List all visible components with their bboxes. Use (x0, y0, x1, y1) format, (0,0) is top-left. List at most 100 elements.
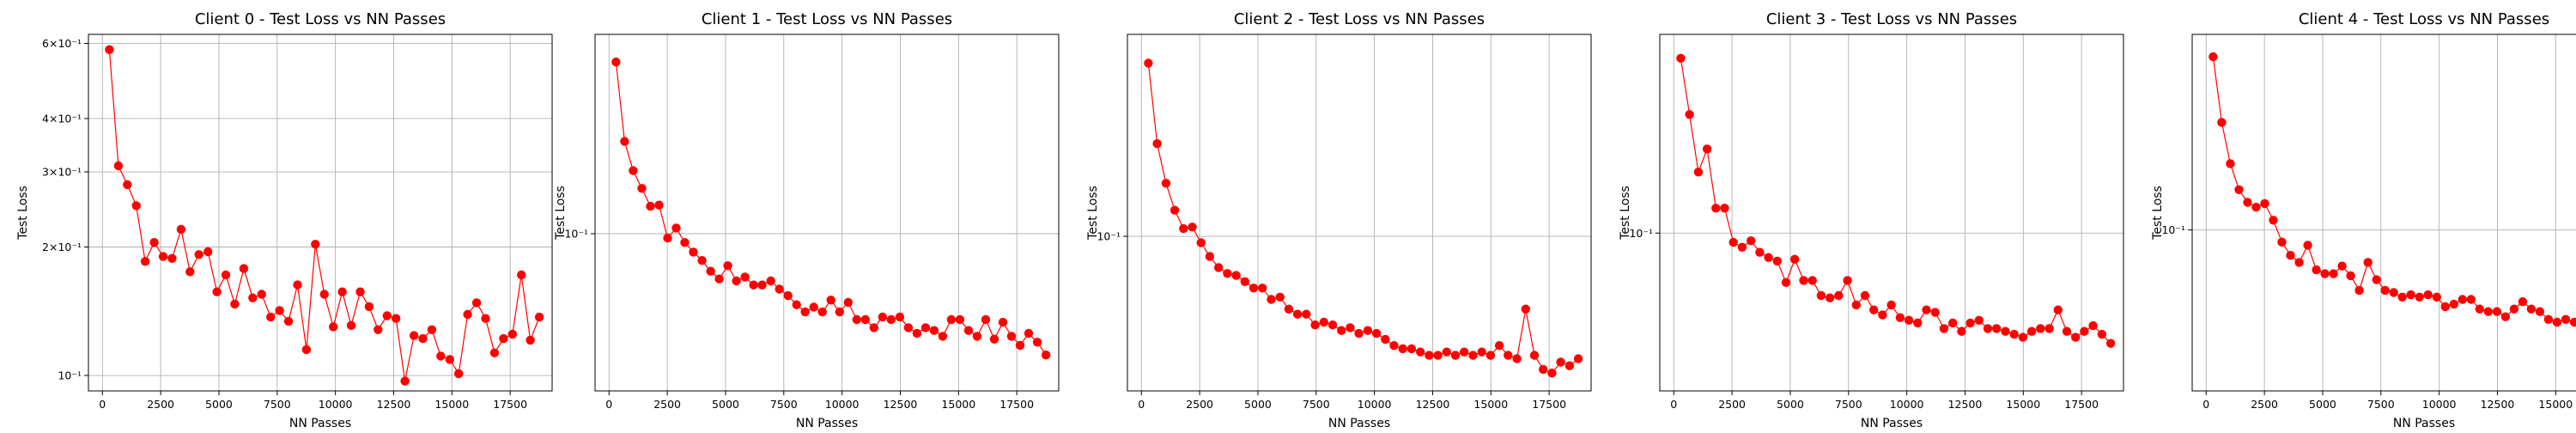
data-point (878, 312, 887, 322)
data-point (1755, 247, 1765, 257)
x-tick-label: 5000 (712, 398, 739, 411)
data-point (1939, 324, 1949, 333)
data-point (1983, 324, 1993, 333)
data-point (2320, 269, 2330, 278)
data-point (1275, 292, 1285, 302)
data-point (275, 306, 284, 315)
data-point (355, 287, 365, 296)
data-point (1816, 290, 1826, 301)
data-point (526, 335, 535, 345)
data-point (1460, 347, 1469, 357)
chart-title: Client 3 - Test Loss vs NN Passes (1766, 10, 2017, 28)
data-point (301, 345, 312, 355)
data-point (706, 266, 715, 276)
data-point (1807, 276, 1817, 285)
data-point (697, 256, 707, 265)
data-point (2397, 292, 2407, 302)
y-tick-label: 2×10⁻¹ (42, 241, 82, 253)
x-tick-label: 12500 (377, 398, 411, 411)
y-tick-label: 6×10⁻¹ (42, 37, 82, 50)
data-point (2312, 265, 2321, 275)
data-point (1327, 320, 1338, 330)
data-point (629, 166, 638, 175)
x-tick-label: 2500 (147, 398, 174, 411)
data-point (1170, 205, 1180, 215)
data-point (938, 332, 948, 341)
data-point (1556, 357, 1565, 367)
data-point (2363, 258, 2372, 267)
data-point (2217, 118, 2227, 127)
data-point (1895, 313, 1905, 322)
data-point (2440, 302, 2450, 312)
data-point (2535, 307, 2545, 316)
data-point (2509, 304, 2519, 314)
data-point (2009, 329, 2019, 339)
data-point (1834, 290, 1844, 301)
x-tick-label: 2500 (1718, 398, 1746, 411)
x-tick-label: 15000 (2006, 398, 2040, 411)
data-point (2500, 312, 2511, 321)
data-point (2389, 288, 2398, 297)
x-axis-label: NN Passes (2393, 417, 2455, 430)
data-point (337, 287, 347, 296)
data-point (714, 274, 724, 284)
data-point (221, 270, 231, 280)
x-tick-label: 10000 (319, 398, 353, 411)
x-tick-label: 10000 (825, 398, 860, 411)
data-point (1878, 310, 1887, 320)
data-point (534, 312, 544, 322)
data-point (1485, 351, 1496, 360)
data-point (1152, 139, 1162, 149)
data-point (409, 331, 419, 340)
data-point (1144, 58, 1153, 68)
x-tick-label: 5000 (1244, 398, 1272, 411)
x-tick-label: 2500 (653, 398, 681, 411)
data-point (176, 224, 186, 235)
data-point (1512, 354, 1522, 363)
data-point (1433, 351, 1443, 360)
data-point (499, 333, 508, 344)
plot-frame (1659, 34, 2124, 392)
data-point (1913, 318, 1923, 328)
plot-frame (594, 34, 1060, 392)
data-point (1398, 344, 1407, 354)
x-tick-label: 7500 (264, 398, 291, 411)
data-point (1573, 354, 1583, 363)
x-tick-label: 7500 (1303, 398, 1330, 411)
data-point (204, 247, 213, 257)
x-tick-label: 0 (99, 398, 106, 411)
data-point (1371, 328, 1382, 338)
data-point (319, 290, 329, 299)
data-point (646, 201, 655, 211)
x-tick-label: 5000 (2309, 398, 2336, 411)
y-tick-label: 10⁻¹ (58, 369, 82, 382)
data-point (663, 233, 672, 243)
data-point (489, 348, 500, 357)
data-point (800, 307, 810, 317)
data-point (2354, 285, 2364, 296)
data-point (283, 316, 294, 326)
data-point (481, 314, 490, 323)
x-axis-label: NN Passes (289, 417, 351, 430)
data-point (1223, 269, 1232, 278)
y-tick-label: 10⁻¹ (564, 227, 588, 240)
data-point (1188, 223, 1197, 232)
x-tick-label: 2500 (1186, 398, 1213, 411)
data-point (1965, 318, 1975, 328)
data-point (2483, 307, 2493, 316)
data-point (835, 307, 844, 317)
data-point (2226, 159, 2235, 168)
data-point (1442, 347, 1452, 357)
data-point (1720, 204, 1729, 213)
data-point (1205, 252, 1215, 261)
data-point (2026, 326, 2037, 336)
data-point (2552, 317, 2562, 327)
data-point (1869, 305, 1879, 314)
data-point (257, 290, 266, 299)
data-point (230, 299, 240, 309)
data-point (329, 322, 338, 332)
data-point (2105, 338, 2116, 348)
data-point (1006, 332, 1017, 341)
